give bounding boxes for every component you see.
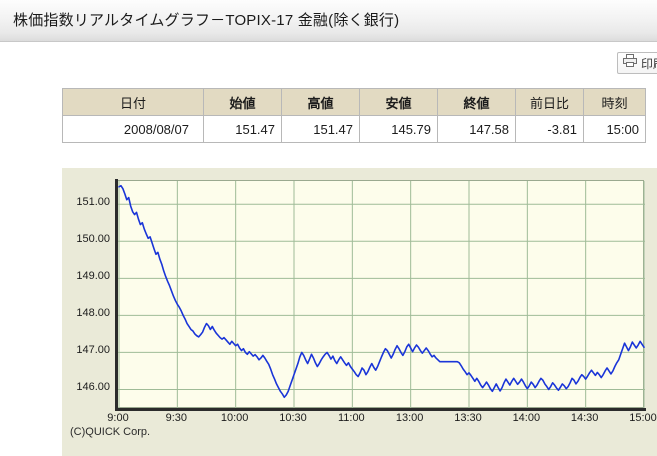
column-header-date: 日付 xyxy=(62,88,204,116)
cell-open: 151.47 xyxy=(203,115,282,143)
cell-time: 15:00 xyxy=(583,115,646,143)
x-tick-label: 13:30 xyxy=(454,412,482,424)
column-header-high: 高値 xyxy=(281,88,360,116)
cell-close: 147.58 xyxy=(437,115,516,143)
x-tick-label: 14:00 xyxy=(512,412,541,424)
cell-high: 151.47 xyxy=(281,115,360,143)
x-axis-line xyxy=(115,408,646,411)
grid-lines xyxy=(118,181,645,409)
x-tick-label: 13:00 xyxy=(395,412,424,424)
quote-table: 日付 始値 高値 安値 終値 前日比 時刻 2008/08/07 151.47 … xyxy=(62,88,646,143)
y-tick-label: 147.00 xyxy=(76,344,110,357)
cell-change: -3.81 xyxy=(515,115,584,143)
table-header-row: 日付 始値 高値 安値 終値 前日比 時刻 xyxy=(62,88,646,116)
column-header-low: 安値 xyxy=(359,88,438,116)
column-header-close: 終値 xyxy=(437,88,516,116)
print-label: 印刷 xyxy=(641,56,657,71)
copyright-notice: (C)QUICK Corp. xyxy=(70,426,151,438)
column-header-change: 前日比 xyxy=(515,88,584,116)
y-tick-label: 151.00 xyxy=(76,196,110,209)
x-tick-label: 10:30 xyxy=(279,412,307,424)
y-axis-line xyxy=(115,179,118,411)
column-header-time: 時刻 xyxy=(583,88,646,116)
x-tick-label: 9:30 xyxy=(165,412,188,424)
cell-low: 145.79 xyxy=(359,115,438,143)
y-tick-label: 150.00 xyxy=(76,233,110,246)
printer-icon xyxy=(623,54,637,72)
x-tick-label: 14:30 xyxy=(570,412,599,424)
cell-date: 2008/08/07 xyxy=(62,115,204,143)
price-line-series xyxy=(118,184,645,399)
x-tick-label: 11:00 xyxy=(337,412,365,424)
chart-figure: 146.00 147.00 148.00 149.00 150.00 151.00 9:0… xyxy=(62,168,657,456)
column-header-open: 始値 xyxy=(203,88,282,116)
chart-canvas xyxy=(118,181,645,409)
x-tick-label: 15:00 xyxy=(629,412,657,424)
y-tick-label: 149.00 xyxy=(76,270,110,283)
print-button[interactable]: 印刷 xyxy=(617,52,657,74)
table-row: 2008/08/07 151.47 151.47 145.79 147.58 -… xyxy=(62,115,646,143)
plot-area xyxy=(117,180,645,409)
y-tick-label: 146.00 xyxy=(76,381,110,394)
x-tick-label: 9:00 xyxy=(107,412,129,424)
page-title: 株価指数リアルタイムグラフ－TOPIX-17 金融(除く銀行) xyxy=(13,12,400,29)
x-tick-label: 10:00 xyxy=(220,412,249,424)
header-bar: 株価指数リアルタイムグラフ－TOPIX-17 金融(除く銀行) xyxy=(0,0,657,42)
y-tick-label: 148.00 xyxy=(76,307,110,320)
